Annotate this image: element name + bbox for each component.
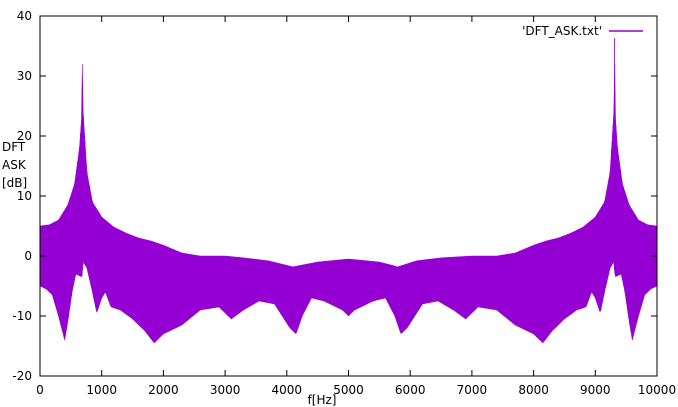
y-tick-label-6: 40	[17, 9, 32, 23]
y-tick-label-2: 0	[24, 249, 32, 263]
x-tick-label-3: 3000	[210, 383, 241, 397]
legend-label: 'DFT_ASK.txt'	[522, 24, 602, 38]
y-axis-label-line-1: DFT	[2, 140, 26, 154]
y-axis-label-line-2: ASK	[2, 158, 26, 172]
y-tick-label-0: -20	[12, 369, 32, 383]
x-tick-label-7: 7000	[457, 383, 488, 397]
y-axis-label-line-3: [dB]	[2, 176, 28, 190]
y-tick-label-5: 30	[17, 69, 32, 83]
series-band	[39, 63, 658, 343]
y-tick-label-3: 10	[17, 189, 32, 203]
y-axis-ticks: -20 -10 0 10 20 30 40	[12, 9, 657, 383]
x-tick-label-1: 1000	[86, 383, 117, 397]
legend: 'DFT_ASK.txt'	[522, 24, 643, 38]
series-fill-layer	[39, 63, 658, 343]
x-axis-ticks: 0 1000 2000 3000 4000 5000 6000 7000 8000 9000 100…	[36, 16, 676, 397]
x-tick-label-0: 0	[36, 383, 44, 397]
y-tick-label-1: -10	[12, 309, 32, 323]
plot-frame	[39, 15, 658, 377]
x-tick-label-5: 5000	[333, 383, 364, 397]
y-tick-label-4: 20	[17, 129, 32, 143]
x-axis-label: f[Hz]	[308, 393, 337, 407]
x-tick-label-2: 2000	[148, 383, 179, 397]
x-tick-label-10: 10000	[638, 383, 676, 397]
x-tick-label-4: 4000	[272, 383, 303, 397]
x-tick-label-8: 8000	[518, 383, 549, 397]
x-tick-label-6: 6000	[395, 383, 426, 397]
x-tick-label-9: 9000	[580, 383, 611, 397]
